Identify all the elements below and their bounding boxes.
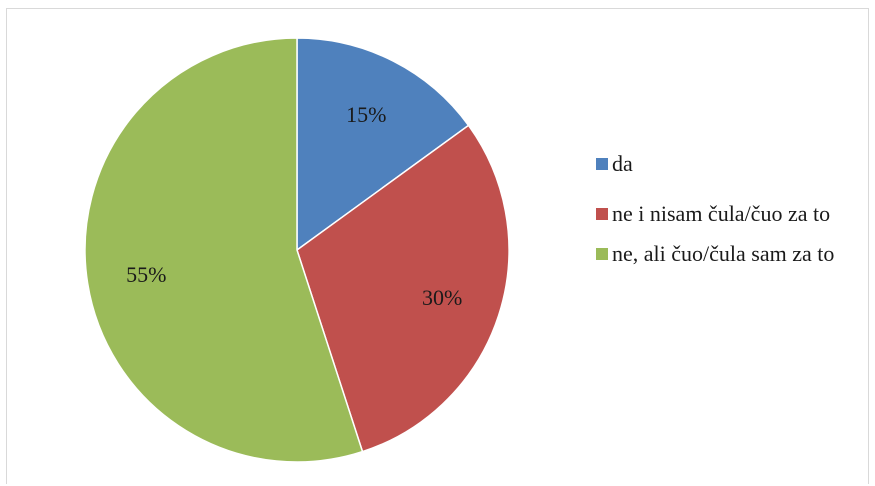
- legend-item-ne-nisam-cula: ne i nisam čula/čuo za to: [596, 200, 866, 228]
- legend-swatch-ne-nisam-cula: [596, 208, 608, 220]
- legend-item-ne-ali-cuo: ne, ali čuo/čula sam za to: [596, 240, 866, 268]
- legend-swatch-da: [596, 158, 608, 170]
- pie-slice-da: [296, 37, 470, 252]
- legend-label-da: da: [612, 151, 633, 176]
- pie-slice-labels: 15% 30% 55%: [126, 102, 462, 310]
- legend: da ne i nisam čula/čuo za to ne, ali čuo…: [596, 150, 866, 268]
- legend-item-da: da: [596, 150, 866, 178]
- legend-label-ne-ali-cuo: ne, ali čuo/čula sam za to: [612, 241, 835, 266]
- legend-label-ne-nisam-cula: ne i nisam čula/čuo za to: [612, 201, 831, 226]
- pie-slice-ne-nisam-cula: [296, 124, 510, 453]
- pie-label-ne-nisam-cula: 30%: [422, 285, 462, 310]
- pie-label-da: 15%: [346, 102, 386, 127]
- pie-slice-ne-ali-cuo: [84, 37, 364, 463]
- pie-slices: [84, 37, 510, 463]
- legend-swatch-ne-ali-cuo: [596, 248, 608, 260]
- pie-label-ne-ali-cuo: 55%: [126, 262, 166, 287]
